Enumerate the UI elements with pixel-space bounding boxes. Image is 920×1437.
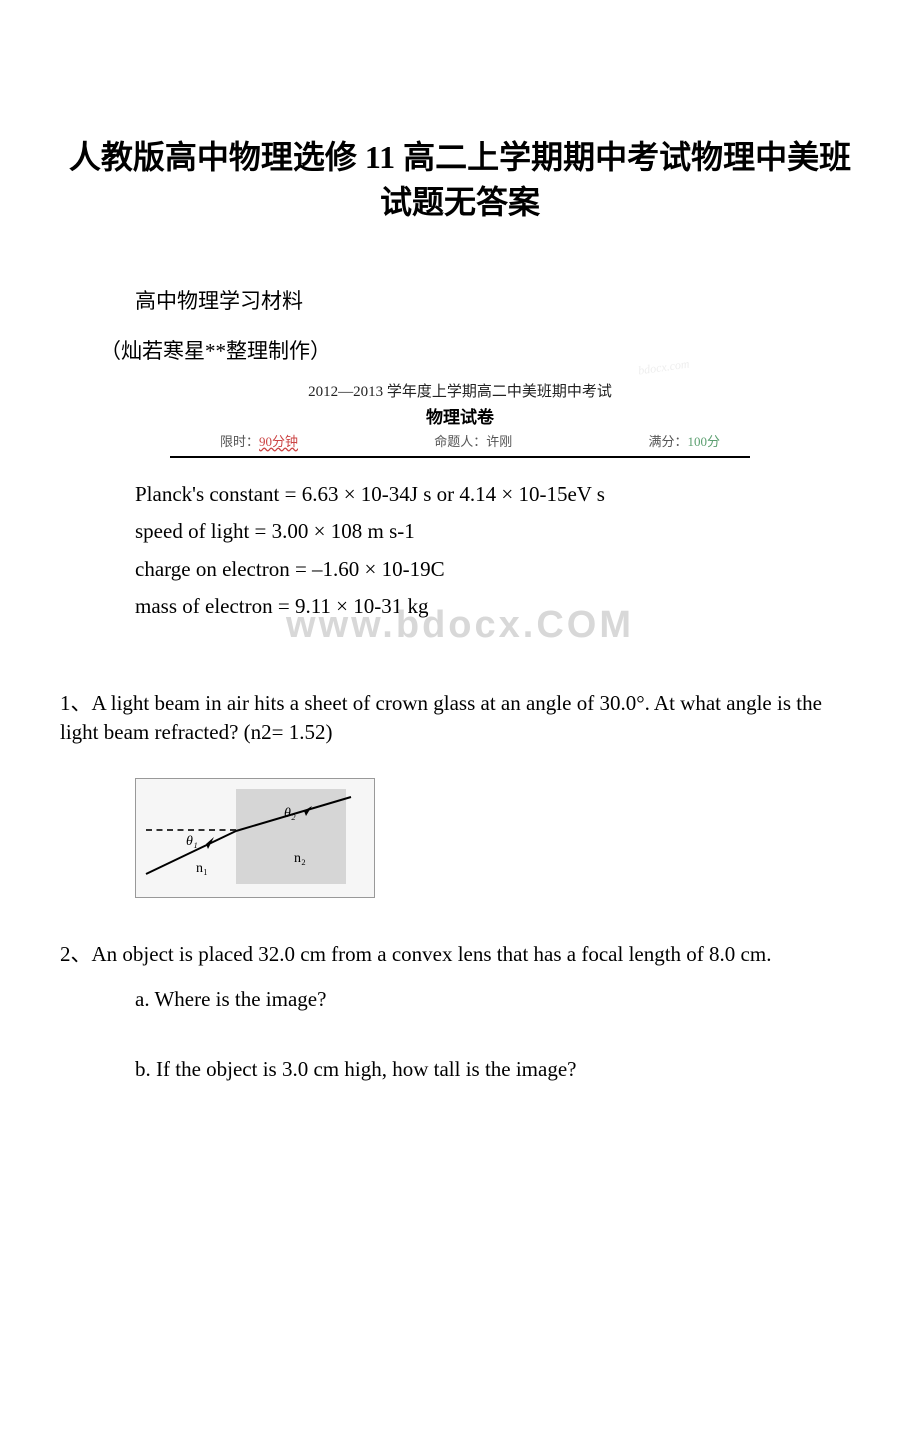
question-2: 2、An object is placed 32.0 cm from a con… xyxy=(0,940,920,969)
exam-header-year: 2012—2013 学年度上学期高二中美班期中考试 xyxy=(170,380,750,401)
time-limit: 限时：90分钟 xyxy=(220,431,298,450)
electron-charge: charge on electron = –1.60 × 10-19C xyxy=(135,553,920,587)
document-title: 人教版高中物理选修 11 高二上学期期中考试物理中美班试题无答案 xyxy=(0,135,920,225)
n1-label: n₁ xyxy=(196,861,208,877)
question-2a: a. Where is the image? xyxy=(0,987,920,1012)
theta2-label: θ₂ xyxy=(284,806,296,822)
q1-text: A light beam in air hits a sheet of crow… xyxy=(60,691,822,744)
full-score: 满分：100分 xyxy=(648,431,720,450)
refraction-diagram: θ₁ θ₂ n₁ n₂ xyxy=(135,778,375,898)
planck-constant: Planck's constant = 6.63 × 10-34J s or 4… xyxy=(135,478,920,512)
exam-header-meta: 限时：90分钟 命题人：许刚 满分：100分 xyxy=(170,431,750,450)
theta1-label: θ₁ xyxy=(186,834,198,850)
author-note: （灿若寒星**整理制作） xyxy=(0,335,920,365)
exam-header-subject: 物理试卷 xyxy=(170,403,750,428)
q2-number: 2、 xyxy=(60,942,92,966)
refraction-diagram-wrap: θ₁ θ₂ n₁ n₂ xyxy=(135,778,920,898)
n2-label: n₂ xyxy=(294,851,306,867)
question-2b: b. If the object is 3.0 cm high, how tal… xyxy=(0,1057,920,1082)
question-1: 1、A light beam in air hits a sheet of cr… xyxy=(0,689,920,748)
exam-header-block: bdocx.com 2012—2013 学年度上学期高二中美班期中考试 物理试卷… xyxy=(170,380,750,458)
section-heading: 高中物理学习材料 xyxy=(0,285,920,315)
exam-author: 命题人：许刚 xyxy=(434,431,512,450)
ray-lines-icon xyxy=(136,779,376,899)
q1-number: 1、 xyxy=(60,691,92,715)
physics-constants: Planck's constant = 6.63 × 10-34J s or 4… xyxy=(0,478,920,624)
q2-text: An object is placed 32.0 cm from a conve… xyxy=(92,942,772,966)
speed-of-light: speed of light = 3.00 × 108 m s-1 xyxy=(135,515,920,549)
